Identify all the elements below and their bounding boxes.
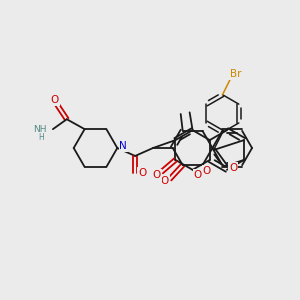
Text: O: O [152,170,161,180]
Text: H: H [38,133,44,142]
Text: O: O [202,166,211,176]
Text: O: O [194,170,202,180]
Text: N: N [119,141,127,151]
Text: O: O [229,163,237,173]
Text: O: O [51,95,59,105]
Text: O: O [138,168,146,178]
Text: NH: NH [34,124,47,134]
Text: O: O [161,176,169,186]
Text: Br: Br [230,69,241,79]
